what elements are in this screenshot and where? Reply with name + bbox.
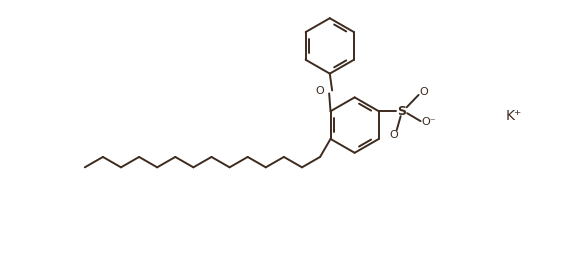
Text: O: O xyxy=(389,130,398,140)
Text: S: S xyxy=(397,105,406,118)
Text: O⁻: O⁻ xyxy=(422,117,436,127)
Text: K⁺: K⁺ xyxy=(506,109,522,123)
Text: O: O xyxy=(316,87,324,96)
Text: O: O xyxy=(419,87,428,97)
